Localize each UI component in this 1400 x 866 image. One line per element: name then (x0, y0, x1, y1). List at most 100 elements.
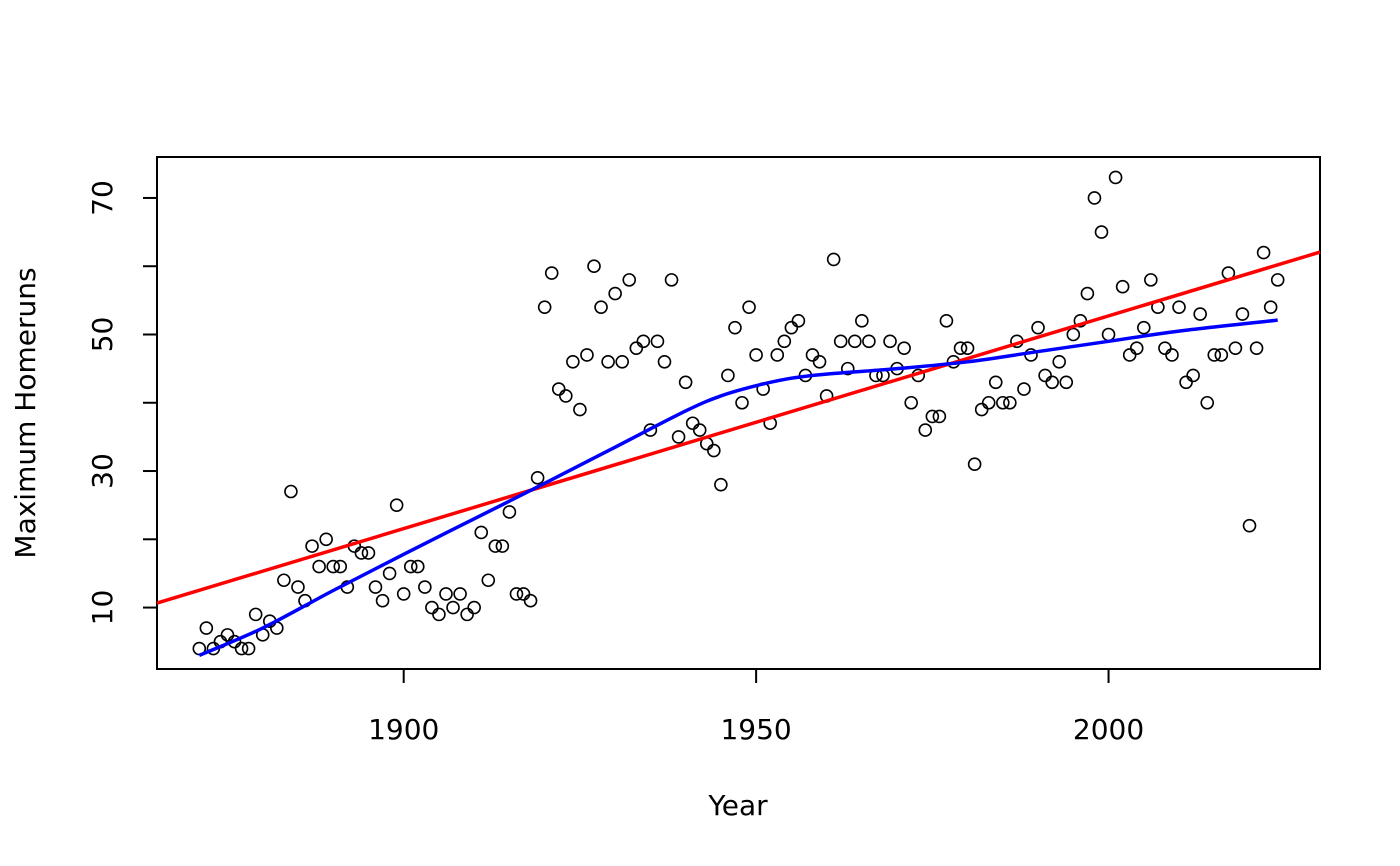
data-point (714, 477, 728, 492)
data-point (1214, 348, 1229, 362)
data-point (439, 587, 453, 601)
data-point (319, 532, 333, 547)
data-point (1108, 170, 1123, 185)
smooth-fit-line (198, 318, 1278, 657)
data-point (1080, 286, 1095, 301)
data-point (509, 587, 524, 601)
data-point (1200, 395, 1215, 410)
data-point (432, 607, 446, 622)
data-point (988, 375, 1003, 390)
data-point (749, 348, 763, 362)
fit-lines (156, 250, 1321, 657)
data-point (735, 395, 749, 410)
data-point (1158, 341, 1172, 355)
data-point (678, 375, 693, 390)
data-point (1003, 395, 1017, 410)
data-point (1256, 245, 1271, 260)
data-point (953, 341, 968, 355)
data-point (770, 348, 785, 362)
data-point (1122, 348, 1137, 362)
data-point (1207, 348, 1222, 362)
data-point (721, 368, 735, 383)
data-point (1193, 307, 1207, 321)
data-point (1172, 300, 1186, 314)
data-points (192, 170, 1285, 656)
data-point (601, 354, 615, 369)
data-point (925, 409, 940, 424)
y-axis-title: Maximum Homeruns (9, 267, 42, 558)
data-point (481, 573, 496, 588)
y-tick-label: 50 (86, 317, 119, 353)
data-point (248, 607, 263, 622)
data-point (474, 525, 489, 540)
data-point (382, 566, 397, 581)
x-axis-title: Year (707, 789, 768, 822)
data-point (622, 273, 637, 287)
data-point (608, 286, 622, 301)
data-point (453, 587, 467, 601)
data-point (566, 354, 580, 369)
data-point (932, 409, 947, 424)
data-point (502, 505, 517, 519)
data-point (650, 334, 665, 349)
x-tick-label: 1900 (368, 713, 439, 746)
data-point (1052, 354, 1067, 369)
data-point (305, 539, 319, 553)
data-point (580, 348, 594, 362)
data-point (488, 539, 503, 553)
data-point (939, 314, 954, 328)
data-point (996, 395, 1010, 410)
data-point (1115, 279, 1130, 294)
data-point (1136, 320, 1151, 335)
data-point (1235, 307, 1250, 321)
data-point (389, 498, 404, 512)
data-point (277, 573, 291, 588)
y-axis: 10 30 50 70 (86, 180, 158, 626)
data-point (537, 300, 552, 314)
x-axis: 1900 1950 2000 (368, 668, 1144, 746)
data-point (777, 334, 792, 349)
data-point (467, 600, 481, 615)
data-point (291, 580, 305, 594)
data-point (375, 593, 390, 608)
data-point (1059, 375, 1074, 390)
data-point (1179, 375, 1193, 390)
data-point (1165, 348, 1179, 362)
x-tick-label: 2000 (1073, 713, 1144, 746)
data-point (1031, 320, 1045, 335)
data-point (410, 559, 425, 574)
data-point (812, 354, 827, 369)
data-point (1094, 225, 1109, 239)
data-point (403, 559, 418, 574)
data-point (1087, 191, 1102, 205)
data-point (368, 580, 383, 594)
data-point (960, 341, 975, 355)
data-point (847, 334, 862, 349)
data-point (573, 402, 587, 417)
data-point (1066, 327, 1081, 342)
data-point (664, 273, 679, 287)
data-point (1038, 368, 1052, 383)
data-point (559, 389, 573, 403)
data-point (361, 546, 376, 560)
data-point (904, 395, 918, 410)
data-point (241, 641, 256, 656)
data-point (544, 266, 559, 280)
data-point (791, 314, 806, 328)
data-point (826, 252, 841, 267)
data-point (862, 334, 876, 349)
data-point (425, 600, 439, 615)
data-point (615, 354, 630, 369)
data-point (1242, 518, 1257, 533)
data-point (784, 320, 799, 335)
y-tick-label: 10 (86, 590, 119, 626)
data-point (657, 354, 672, 369)
y-tick-label: 30 (86, 453, 119, 489)
data-point (636, 334, 651, 349)
data-point (897, 341, 911, 355)
data-point (1017, 382, 1031, 396)
data-point (587, 259, 601, 274)
data-point (530, 471, 545, 485)
data-point (199, 621, 214, 635)
data-point (234, 641, 249, 656)
